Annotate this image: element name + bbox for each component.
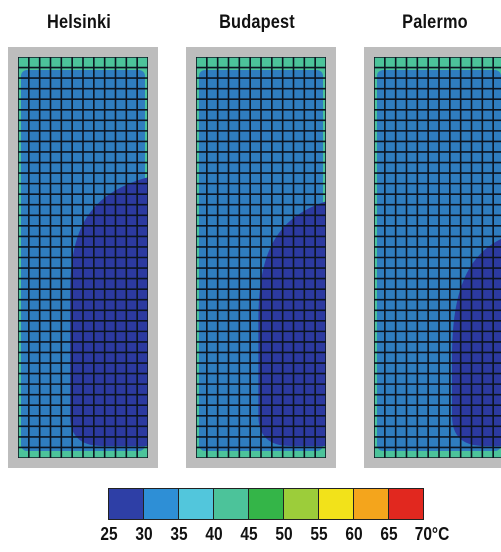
- field-core-zone: [70, 177, 148, 447]
- colorbar-bin: [178, 488, 214, 520]
- colorbar-tick-label: 70°C: [414, 524, 449, 544]
- heatmap-panel-palermo: [364, 47, 501, 468]
- colorbar-bin: [283, 488, 319, 520]
- heatmap-grid: [196, 57, 326, 458]
- colorbar-tick-label: 45: [239, 524, 258, 544]
- colorbar-bin: [213, 488, 249, 520]
- heatmap-grid: [18, 57, 148, 458]
- colorbar-bin: [318, 488, 354, 520]
- colorbar-bin: [143, 488, 179, 520]
- panel-title: Palermo: [402, 12, 468, 33]
- colorbar-tick-label: 30: [134, 524, 153, 544]
- panel-title: Budapest: [219, 12, 295, 33]
- colorbar-tick-label: 60: [344, 524, 363, 544]
- heatmap-grid: [374, 57, 501, 458]
- colorbar-bin: [353, 488, 389, 520]
- colorbar-bin: [388, 488, 424, 520]
- panel-title: Helsinki: [46, 12, 112, 33]
- colorbar-tick-label: 35: [169, 524, 188, 544]
- heatmap-panel-helsinki: [8, 47, 158, 468]
- colorbar-tick-label: 55: [309, 524, 328, 544]
- colorbar-bin: [248, 488, 284, 520]
- colorbar: [108, 488, 424, 520]
- heatmap-panel-budapest: [186, 47, 336, 468]
- colorbar-tick-label: 65: [379, 524, 398, 544]
- colorbar-tick-label: 40: [204, 524, 223, 544]
- colorbar-bin: [108, 488, 144, 520]
- colorbar-tick-label: 25: [99, 524, 118, 544]
- colorbar-tick-label: 50: [274, 524, 293, 544]
